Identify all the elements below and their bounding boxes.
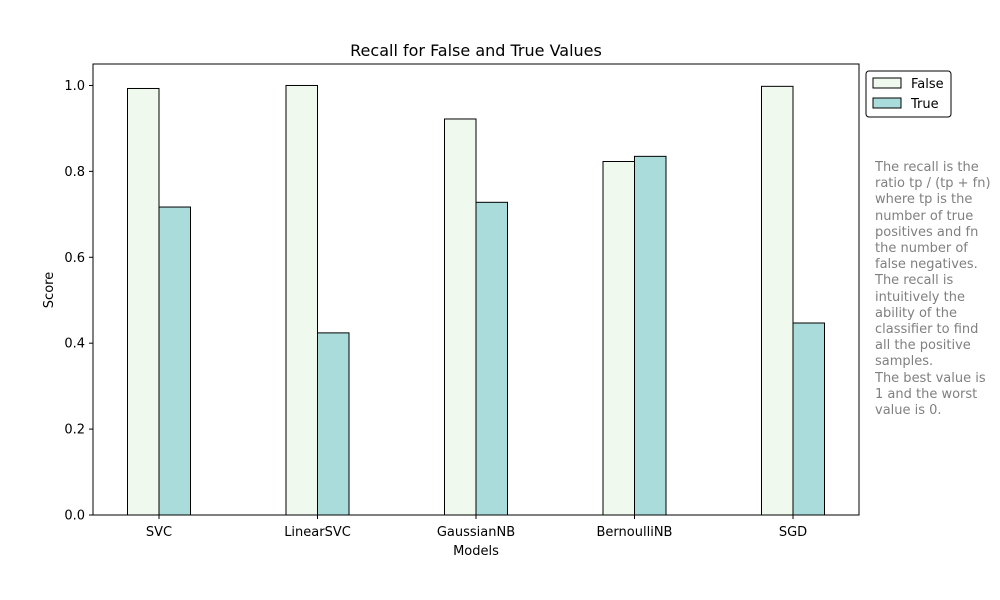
bar-true-gaussiannb (475, 201, 508, 516)
y-tick-label: 0.6 (64, 251, 85, 266)
bar-false-sgd (761, 85, 794, 516)
x-axis-label: Models (453, 544, 499, 559)
y-tick-label: 0.4 (64, 337, 85, 352)
y-tick-label: 0.2 (64, 423, 85, 438)
bar-true-sgd (792, 322, 825, 516)
legend: False True (865, 70, 952, 118)
y-axis-label: Score (42, 272, 57, 308)
y-axis: 0.0 0.2 0.4 0.6 0.8 1.0 (64, 79, 93, 524)
x-tick-label: SVC (146, 525, 172, 540)
bar-false-linearsvc (285, 84, 318, 516)
x-axis: SVC LinearSVC GaussianNB BernoulliNB SGD (146, 515, 807, 540)
x-tick-label: LinearSVC (284, 525, 351, 540)
legend-swatch-true (872, 97, 902, 109)
bar-false-svc (127, 87, 160, 516)
legend-label-false: False (911, 77, 944, 92)
bar-false-bernoullinb (602, 161, 635, 516)
bar-true-linearsvc (317, 332, 350, 516)
y-tick-label: 1.0 (64, 79, 85, 94)
x-tick-label: BernoulliNB (597, 525, 673, 540)
chart-title: Recall for False and True Values (350, 41, 602, 60)
x-tick-label: GaussianNB (437, 525, 515, 540)
legend-label-true: True (910, 97, 939, 112)
bar-false-gaussiannb (444, 118, 477, 516)
legend-swatch-false (872, 77, 902, 89)
x-tick-label: SGD (779, 525, 807, 540)
bar-true-bernoullinb (634, 155, 667, 516)
recall-explanation-note: The recall is the ratio tp / (tp + fn) w… (875, 160, 991, 419)
bar-true-svc (158, 206, 191, 516)
bars-group (127, 84, 825, 516)
y-tick-label: 0.0 (64, 509, 85, 524)
y-tick-label: 0.8 (64, 165, 85, 180)
